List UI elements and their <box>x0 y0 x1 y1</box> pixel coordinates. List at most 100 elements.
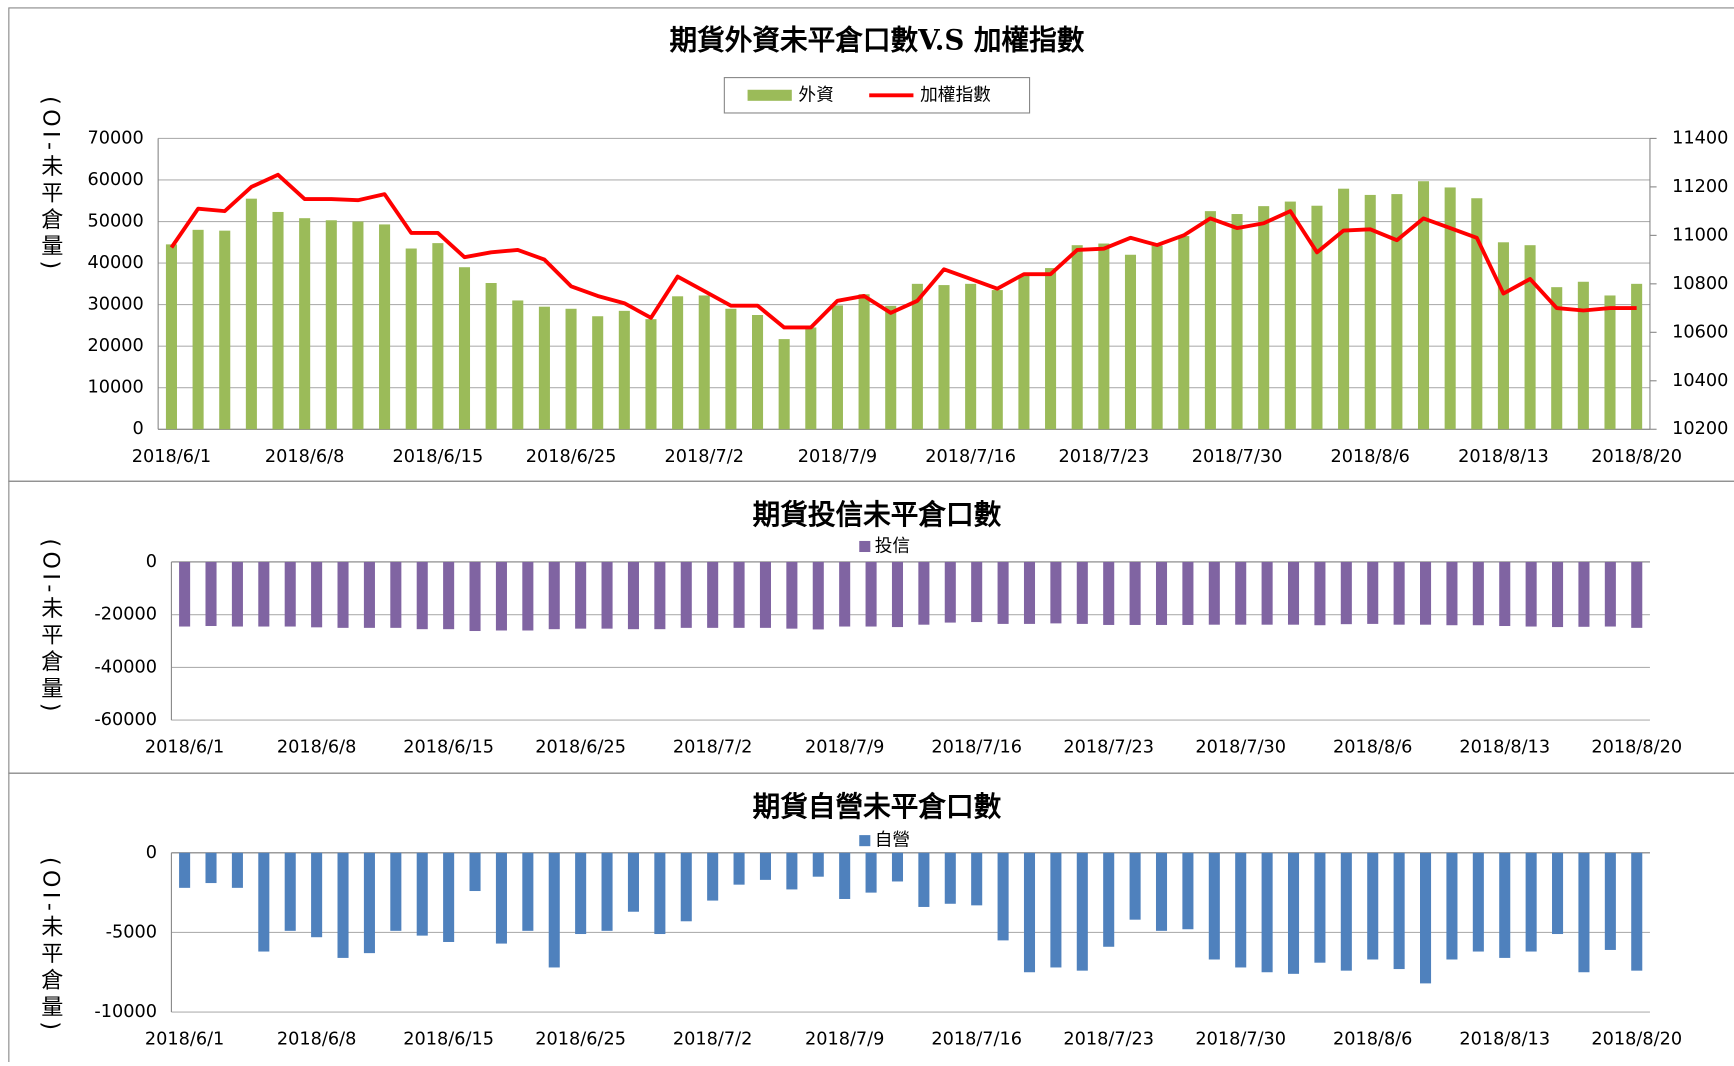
line-series <box>169 172 1637 330</box>
bar <box>1129 852 1141 920</box>
bar <box>1340 852 1352 971</box>
y-axis-label: (OI-未平倉量) <box>37 96 63 273</box>
bar <box>1050 561 1062 624</box>
bar <box>231 852 243 888</box>
bar <box>618 310 630 430</box>
bar <box>1284 201 1296 430</box>
bar <box>284 852 296 931</box>
y2-tick-label: 11400 <box>1672 128 1728 148</box>
x-tick-label: 2018/8/13 <box>1459 738 1550 758</box>
x-tick-label: 2018/8/6 <box>1333 738 1412 758</box>
bar <box>707 852 719 901</box>
bar <box>1417 181 1430 430</box>
bar <box>1420 852 1432 984</box>
bar <box>165 244 177 430</box>
bar <box>205 852 217 884</box>
bar <box>1314 561 1326 626</box>
x-tick-label: 2018/6/1 <box>145 738 224 758</box>
chart-title: 期貨外資未平倉口數V.S 加權指數 <box>669 24 1084 57</box>
bar <box>1261 852 1273 973</box>
bar <box>379 224 391 430</box>
x-tick-label: 2018/7/2 <box>673 738 752 758</box>
bar <box>548 852 560 968</box>
bar <box>258 852 270 952</box>
bar <box>1311 205 1323 430</box>
bar <box>1367 852 1379 960</box>
bar <box>272 211 284 430</box>
bar <box>1631 852 1643 971</box>
bar <box>1393 852 1405 970</box>
bar <box>1604 852 1616 950</box>
x-tick-label: 2018/6/15 <box>403 1030 494 1050</box>
bar <box>1444 187 1456 430</box>
bar <box>1155 852 1168 931</box>
bar <box>512 300 524 430</box>
legend-label: 自營 <box>875 830 910 851</box>
bar <box>565 308 577 430</box>
bar <box>1018 275 1030 430</box>
bar <box>1391 194 1403 430</box>
bar <box>1258 206 1270 430</box>
panel-frame <box>8 772 1734 1066</box>
x-tick-label: 2018/8/20 <box>1591 738 1682 758</box>
bar <box>1578 561 1590 627</box>
x-tick-label: 2018/7/30 <box>1195 738 1286 758</box>
bar <box>1393 561 1405 625</box>
bar <box>858 294 870 430</box>
bar <box>416 561 428 630</box>
bar <box>311 852 323 938</box>
x-tick-label: 2018/7/16 <box>925 447 1016 467</box>
bar <box>885 305 897 430</box>
y-tick-label: 0 <box>146 552 157 572</box>
y-tick-label: 10000 <box>87 378 143 398</box>
bar <box>627 852 639 912</box>
bar <box>1338 188 1350 430</box>
bar <box>284 561 296 627</box>
bar <box>971 852 983 906</box>
y2-tick-label: 11000 <box>1672 225 1728 245</box>
bar <box>363 561 375 628</box>
bar <box>601 561 613 629</box>
bar <box>918 561 930 625</box>
bar <box>192 229 204 430</box>
bar <box>938 285 950 430</box>
bar <box>1103 561 1115 625</box>
bar <box>1287 561 1300 625</box>
y-tick-label: -5000 <box>106 922 157 942</box>
bar <box>592 316 604 430</box>
y-axis-label: (OI-未平倉量) <box>37 539 63 716</box>
bar <box>786 561 798 629</box>
bar <box>1076 561 1088 624</box>
bar <box>1367 561 1379 624</box>
x-tick-label: 2018/7/23 <box>1063 1030 1154 1050</box>
bar <box>1235 852 1247 968</box>
bar <box>1472 561 1484 626</box>
bar <box>1446 852 1458 960</box>
bar <box>1050 852 1062 968</box>
x-tick-label: 2018/7/9 <box>805 738 884 758</box>
bar <box>1364 194 1376 430</box>
bar <box>1525 561 1537 627</box>
bar <box>918 852 930 907</box>
x-tick-label: 2018/7/30 <box>1195 1030 1286 1050</box>
x-tick-label: 2018/7/2 <box>665 447 744 467</box>
bar <box>1631 561 1643 628</box>
bar <box>219 230 231 430</box>
bar <box>1552 852 1564 935</box>
bar <box>495 561 507 631</box>
bar <box>1604 561 1616 627</box>
y2-tick-label: 11200 <box>1672 177 1728 197</box>
bar <box>231 561 243 627</box>
bar <box>944 852 956 904</box>
x-tick-label: 2018/7/23 <box>1063 738 1154 758</box>
bar <box>1340 561 1352 625</box>
bar <box>778 339 790 430</box>
bar <box>831 305 843 430</box>
x-tick-label: 2018/7/2 <box>673 1030 752 1050</box>
bar <box>495 852 507 944</box>
x-tick-label: 2018/8/6 <box>1333 1030 1412 1050</box>
y-tick-label: -10000 <box>94 1002 157 1022</box>
bar <box>733 561 745 628</box>
x-tick-label: 2018/7/23 <box>1058 447 1149 467</box>
bar <box>1314 852 1326 963</box>
